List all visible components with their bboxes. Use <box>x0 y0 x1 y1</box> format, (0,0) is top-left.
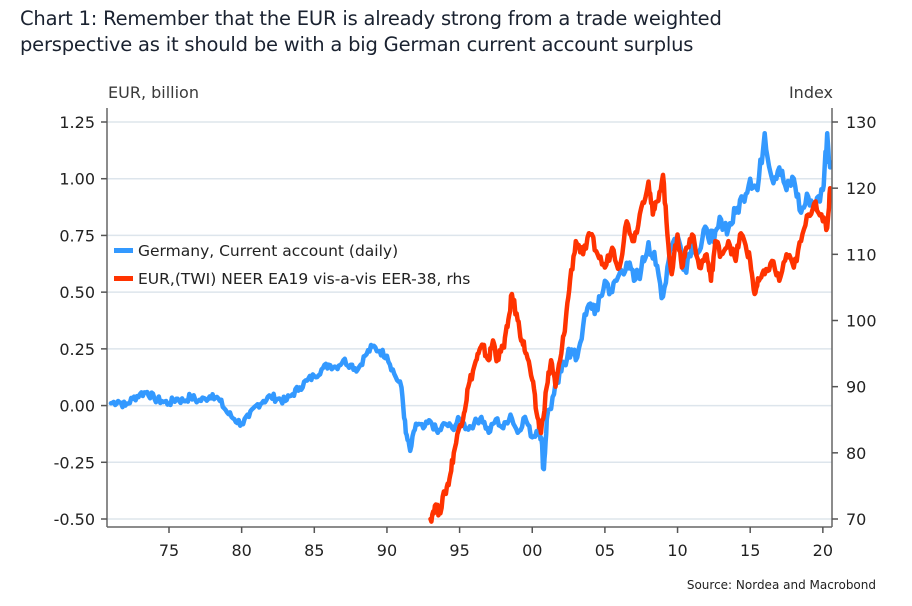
axes <box>106 108 833 528</box>
x-tick-label: 80 <box>231 541 251 560</box>
x-tick-label: 00 <box>522 541 542 560</box>
x-tick-label: 90 <box>377 541 397 560</box>
legend-swatch-germany-current-account <box>114 248 133 253</box>
chart-title: Chart 1: Remember that the EUR is alread… <box>20 6 722 58</box>
y-tick-label-left: 0.25 <box>59 340 95 359</box>
x-tick-label: 95 <box>449 541 469 560</box>
y-tick-label-left: -0.25 <box>54 453 95 472</box>
y-tick-label-right: 100 <box>846 312 877 331</box>
x-tick-label: 10 <box>667 541 687 560</box>
ticks: 1.25 1.00 0.75 0.50 0.25 0.00 -0.25 -0.50 130 120… <box>54 113 877 560</box>
x-tick-label: 15 <box>740 541 760 560</box>
x-tick-label: 05 <box>595 541 615 560</box>
series-layer <box>108 131 833 524</box>
chart-title-line-2: perspective as it should be with a big G… <box>20 33 694 56</box>
gridlines <box>107 121 832 520</box>
y-axis-label-left: EUR, billion <box>108 83 199 102</box>
x-tick-label: 85 <box>304 541 324 560</box>
y-tick-label-left: 0.50 <box>59 283 95 302</box>
y-tick-label-right: 110 <box>846 245 877 264</box>
y-axis-label-right: Index <box>789 83 833 102</box>
legend-label-eur-neer: EUR,(TWI) NEER EA19 vis-a-vis EER-38, rh… <box>138 270 470 288</box>
y-tick-label-right: 80 <box>846 444 866 463</box>
y-tick-label-right: 70 <box>846 510 866 529</box>
y-tick-label-left: -0.50 <box>54 510 95 529</box>
y-tick-label-left: 0.75 <box>59 226 95 245</box>
series-line-germany-current-account <box>108 131 833 472</box>
y-tick-label-left: 1.00 <box>59 170 95 189</box>
legend-label-germany-current-account: Germany, Current account (daily) <box>138 242 398 260</box>
x-tick-label: 75 <box>159 541 179 560</box>
chart-title-line-1: Chart 1: Remember that the EUR is alread… <box>20 7 722 30</box>
y-tick-label-right: 90 <box>846 378 866 397</box>
y-tick-label-right: 130 <box>846 113 877 132</box>
y-tick-label-left: 0.00 <box>59 397 95 416</box>
y-tick-label-right: 120 <box>846 179 877 198</box>
legend: Germany, Current account (daily) EUR,(TW… <box>114 242 470 288</box>
legend-swatch-eur-neer <box>114 276 133 281</box>
x-tick-label: 20 <box>813 541 833 560</box>
y-tick-label-left: 1.25 <box>59 113 95 132</box>
source-note: Source: Nordea and Macrobond <box>687 578 876 592</box>
